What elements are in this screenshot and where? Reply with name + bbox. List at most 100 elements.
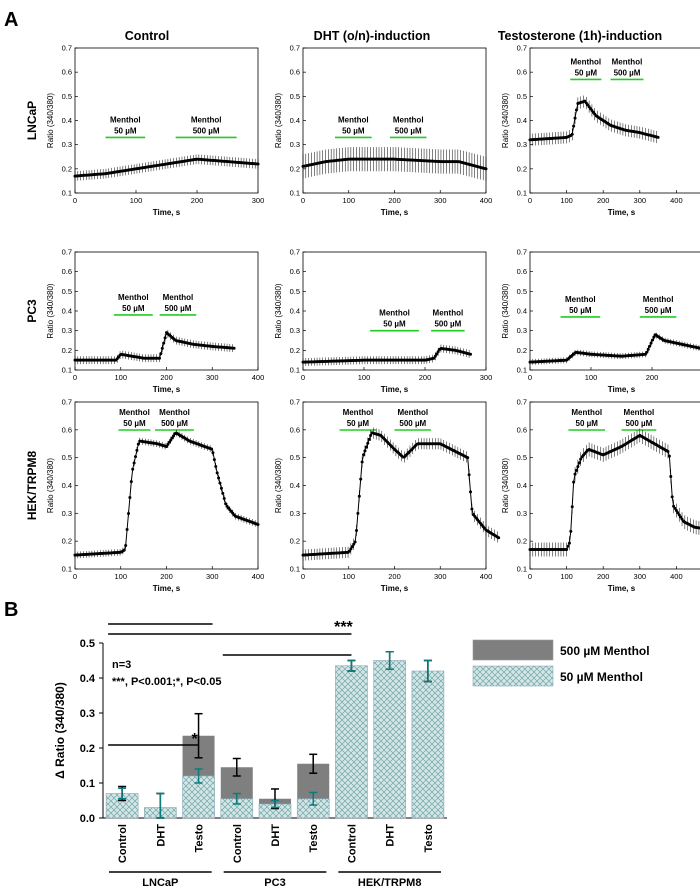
data-point: [369, 434, 373, 438]
significance-star: *: [191, 731, 198, 748]
y-tick-label: 0.1: [517, 189, 527, 198]
y-tick-label: 0.3: [290, 509, 300, 518]
data-point: [256, 522, 260, 526]
category-label: DHT: [270, 824, 282, 847]
stimulus-dose: 50 µM: [123, 419, 146, 428]
x-tick-label: 100: [342, 572, 355, 581]
legend-swatch-500uM: [472, 639, 554, 661]
column-title: Control: [125, 29, 169, 43]
row-label: HEK/TRPM8: [25, 451, 39, 521]
plot-frame: [74, 47, 259, 194]
stimulus-dose: 500 µM: [161, 419, 188, 428]
data-point: [353, 540, 357, 544]
trace-line: [74, 432, 259, 556]
data-point: [170, 436, 174, 440]
x-tick-label: 400: [480, 196, 493, 205]
y-axis-label: Ratio (340/380): [274, 458, 283, 513]
x-tick-label: 200: [191, 196, 204, 205]
data-point: [169, 438, 173, 442]
x-tick-label: 100: [114, 572, 127, 581]
data-point: [159, 352, 163, 356]
data-point: [357, 494, 361, 498]
data-point: [574, 108, 578, 112]
x-axis-label: Time, s: [608, 584, 636, 593]
y-tick-label: 0.4: [290, 307, 300, 316]
y-tick-label: 0.1: [62, 366, 72, 375]
y-tick-label: 0.1: [290, 189, 300, 198]
column-title: DHT (o/n)-induction: [314, 29, 431, 43]
x-tick-label: 200: [597, 196, 610, 205]
data-point: [363, 449, 367, 453]
data-point: [124, 544, 128, 548]
x-tick-label: 0: [528, 572, 532, 581]
x-tick-label: 0: [301, 196, 305, 205]
data-point: [126, 512, 130, 516]
data-point: [645, 350, 649, 354]
y-tick-label: 0.2: [80, 743, 95, 755]
statistics-note: ***, P<0.001;*, P<0.05: [112, 676, 221, 688]
data-point: [360, 460, 364, 464]
data-point: [576, 465, 580, 469]
data-point: [165, 445, 168, 449]
data-point: [572, 124, 576, 128]
y-tick-label: 0.5: [62, 453, 72, 462]
category-label: DHT: [155, 824, 167, 847]
row-label: PC3: [25, 299, 39, 323]
y-tick-label: 0.5: [517, 453, 527, 462]
data-point: [129, 480, 133, 484]
stimulus-dose: 500 µM: [434, 320, 461, 329]
y-tick-label: 0.2: [62, 537, 72, 546]
y-tick-label: 0.5: [62, 287, 72, 296]
stimulus-dose: 500 µM: [395, 126, 422, 135]
y-tick-label: 0.2: [517, 164, 527, 173]
x-tick-label: 300: [206, 373, 219, 382]
x-tick-label: 300: [480, 373, 493, 382]
data-point: [469, 490, 473, 494]
y-tick-label: 0.3: [290, 140, 300, 149]
x-tick-label: 100: [560, 572, 573, 581]
data-point: [669, 475, 673, 479]
data-point: [670, 495, 674, 499]
y-tick-label: 0.7: [290, 44, 300, 53]
stimulus-label: Menthol: [110, 115, 141, 124]
data-point: [166, 442, 170, 446]
x-tick-label: 400: [252, 572, 265, 581]
y-tick-label: 0.5: [517, 92, 527, 101]
y-tick-label: 0.6: [62, 267, 72, 276]
y-tick-label: 0.1: [290, 366, 300, 375]
y-tick-label: 0.5: [517, 287, 527, 296]
y-tick-label: 0.6: [290, 267, 300, 276]
y-tick-label: 0.5: [62, 92, 72, 101]
y-tick-label: 0.1: [517, 366, 527, 375]
panel-b-letter: B: [4, 599, 18, 621]
stimulus-label: Menthol: [397, 408, 428, 417]
trace-plot-LNCaP-Control: 0.1 0.2 0.3 0.4 0.5 0.6 0.7 0 100 200 300 Time, s Ra…: [46, 44, 264, 218]
trace-plot-HEK-Testosterone: 0.10.20.30.40.50.60.70100200300400500Tim…: [501, 398, 700, 593]
y-tick-label: 0.7: [290, 398, 300, 407]
y-tick-label: 0.6: [517, 68, 527, 77]
x-tick-label: 300: [206, 572, 219, 581]
data-point: [567, 541, 571, 545]
group-label: PC3: [264, 877, 285, 889]
stimulus-label: Menthol: [393, 115, 424, 124]
data-point: [219, 486, 223, 490]
stimulus-dose: 50 µM: [576, 419, 599, 428]
stimulus-label: Menthol: [571, 408, 602, 417]
y-tick-label: 0.4: [80, 673, 96, 685]
stimulus-label: Menthol: [624, 408, 655, 417]
data-point: [224, 502, 228, 506]
y-tick-label: 0.4: [290, 481, 300, 490]
data-point: [679, 515, 683, 519]
y-tick-label: 0.6: [517, 425, 527, 434]
y-tick-label: 0.3: [80, 708, 95, 720]
x-axis-label: Time, s: [608, 385, 636, 394]
data-point: [484, 167, 488, 171]
y-tick-label: 0.4: [290, 116, 300, 125]
data-point: [347, 549, 351, 553]
data-point: [666, 449, 670, 453]
data-point: [232, 346, 236, 350]
panel-a-letter: A: [4, 9, 18, 31]
y-tick-label: 0.2: [62, 346, 72, 355]
data-point: [676, 511, 680, 515]
